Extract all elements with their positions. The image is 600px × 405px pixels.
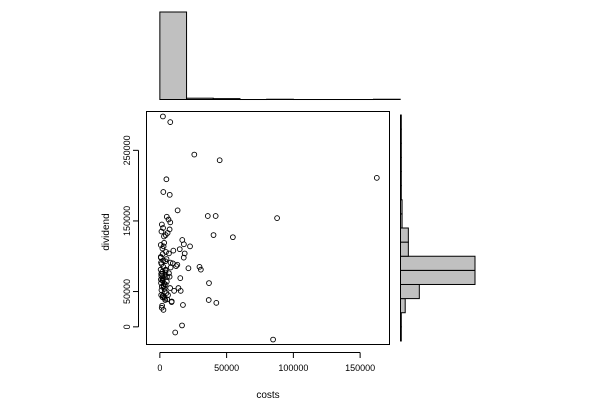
right-histogram-bar	[401, 115, 402, 129]
y-axis: 0 50000 150000 250000	[122, 135, 139, 329]
y-tick-label: 150000	[122, 206, 132, 236]
right-histogram-bar	[401, 270, 476, 284]
scatter-point	[181, 242, 186, 247]
right-histogram-bar	[401, 143, 402, 157]
right-marginal-histogram	[401, 115, 476, 341]
scatter-point	[230, 235, 235, 240]
scatter-point	[275, 216, 280, 221]
scatter-plot-frame	[147, 112, 390, 345]
right-histogram-bar	[401, 228, 409, 242]
scatter-point	[178, 276, 183, 281]
scatter-point	[205, 214, 210, 219]
scatter-point	[168, 286, 173, 291]
right-histogram-bar	[401, 313, 402, 327]
scatter-point	[175, 262, 180, 267]
right-histogram-bar	[401, 214, 403, 228]
scatter-point	[161, 114, 166, 119]
right-histogram-bar	[401, 172, 402, 186]
y-axis-label: dividend	[101, 213, 112, 250]
scatter-point	[168, 120, 173, 125]
right-histogram-bar	[401, 242, 409, 256]
scatter-point	[214, 300, 219, 305]
x-axis-label: costs	[256, 390, 279, 400]
x-tick-label: 100000	[278, 363, 308, 373]
scatter-point	[188, 244, 193, 249]
scatter-point	[192, 152, 197, 157]
scatter-points	[158, 114, 379, 342]
scatter-point	[217, 158, 222, 163]
scatter-point	[211, 233, 216, 238]
scatter-point	[374, 175, 379, 180]
top-histogram-bar	[187, 98, 214, 99]
y-tick-label: 0	[122, 324, 132, 329]
x-tick-label: 0	[157, 363, 162, 373]
scatter-point	[180, 323, 185, 328]
scatter-point	[167, 251, 172, 256]
right-histogram-bar	[401, 327, 402, 341]
top-histogram-bar	[160, 12, 187, 100]
x-axis: 0 50000 100000 150000	[157, 353, 375, 374]
top-histogram-bar	[213, 99, 240, 100]
scatter-point	[186, 266, 191, 271]
scatter-point	[164, 177, 169, 182]
right-histogram-bar	[401, 284, 420, 298]
x-tick-label: 50000	[214, 363, 239, 373]
scatter-point	[207, 281, 212, 286]
scatter-point	[177, 247, 182, 252]
x-tick-label: 150000	[345, 363, 375, 373]
scatter-point	[175, 208, 180, 213]
scatter-point	[271, 337, 276, 342]
scatter-point	[213, 214, 218, 219]
scatter-point	[167, 192, 172, 197]
right-histogram-bar	[401, 129, 402, 143]
right-histogram-bar	[401, 200, 403, 214]
right-histogram-bar	[401, 256, 476, 270]
scatter-point	[174, 264, 179, 269]
top-marginal-histogram	[160, 12, 400, 100]
right-histogram-bar	[401, 157, 402, 171]
scatter-point	[173, 330, 178, 335]
y-tick-label: 50000	[122, 279, 132, 304]
scatter-point	[171, 248, 176, 253]
y-tick-label: 250000	[122, 135, 132, 165]
right-histogram-bar	[401, 186, 402, 200]
scatter-point	[161, 190, 166, 195]
right-histogram-bar	[401, 299, 406, 313]
scatter-point	[206, 298, 211, 303]
scatter-point	[181, 303, 186, 308]
